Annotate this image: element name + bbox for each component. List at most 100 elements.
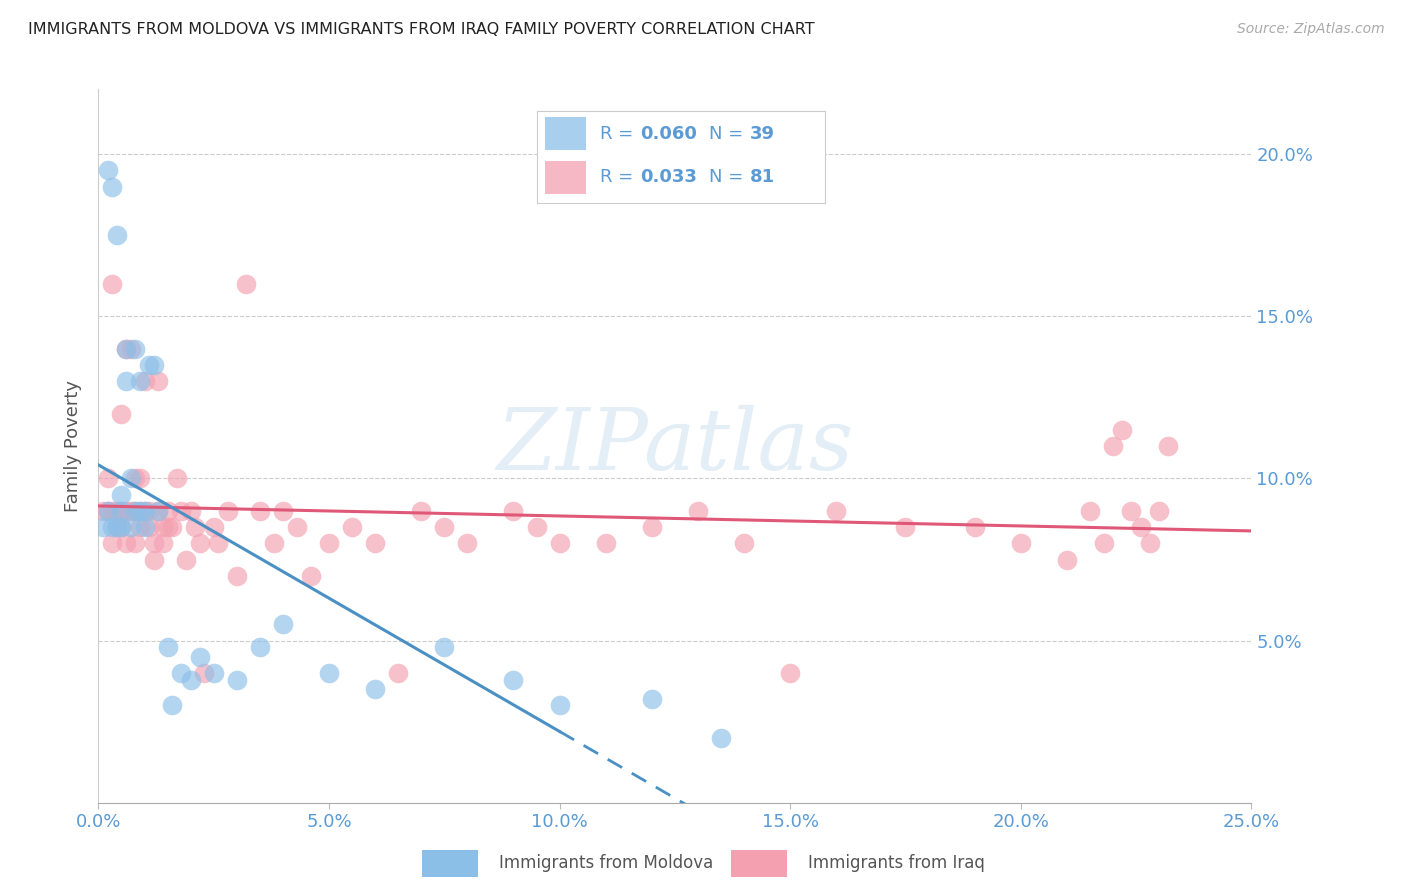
Point	[502, 504, 524, 518]
Point	[825, 504, 848, 518]
Bar	[546, 161, 585, 194]
Point	[134, 520, 156, 534]
Text: 0.060: 0.060	[640, 125, 697, 143]
Point	[641, 692, 664, 706]
Point	[174, 552, 197, 566]
Point	[548, 698, 571, 713]
Point	[124, 536, 146, 550]
Text: 0.033: 0.033	[640, 169, 697, 186]
Point	[152, 520, 174, 534]
Point	[129, 471, 152, 485]
Point	[1056, 552, 1078, 566]
Point	[134, 504, 156, 518]
Point	[110, 504, 132, 518]
Point	[166, 471, 188, 485]
Point	[120, 471, 142, 485]
Point	[1129, 520, 1152, 534]
Point	[595, 536, 617, 550]
Point	[129, 504, 152, 518]
Point	[156, 504, 179, 518]
Point	[156, 520, 179, 534]
Point	[97, 504, 120, 518]
Point	[1010, 536, 1032, 550]
Point	[1121, 504, 1143, 518]
Point	[249, 504, 271, 518]
Point	[129, 374, 152, 388]
Point	[180, 673, 202, 687]
Point	[387, 666, 409, 681]
Point	[710, 731, 733, 745]
Text: R =: R =	[600, 169, 638, 186]
Point	[120, 504, 142, 518]
Point	[115, 342, 138, 356]
Point	[115, 342, 138, 356]
Point	[249, 640, 271, 654]
Text: Source: ZipAtlas.com: Source: ZipAtlas.com	[1237, 22, 1385, 37]
Point	[124, 504, 146, 518]
Point	[318, 536, 340, 550]
Point	[110, 504, 132, 518]
Point	[101, 520, 124, 534]
Point	[148, 504, 170, 518]
Point	[1092, 536, 1115, 550]
Point	[364, 682, 387, 697]
Point	[110, 407, 132, 421]
Point	[124, 504, 146, 518]
Text: 39: 39	[749, 125, 775, 143]
Point	[318, 666, 340, 681]
Point	[170, 504, 193, 518]
Point	[120, 520, 142, 534]
Point	[160, 520, 183, 534]
Point	[1102, 439, 1125, 453]
Point	[115, 374, 138, 388]
Point	[105, 520, 128, 534]
Point	[110, 520, 132, 534]
Point	[1139, 536, 1161, 550]
Point	[686, 504, 709, 518]
Point	[105, 520, 128, 534]
Point	[142, 358, 165, 372]
Text: N =: N =	[710, 125, 749, 143]
Point	[779, 666, 801, 681]
Point	[225, 673, 247, 687]
Text: 81: 81	[749, 169, 775, 186]
Point	[202, 520, 225, 534]
Point	[91, 504, 114, 518]
Point	[263, 536, 285, 550]
Point	[188, 536, 211, 550]
Point	[129, 520, 152, 534]
Point	[299, 568, 322, 582]
Point	[456, 536, 478, 550]
Point	[641, 520, 664, 534]
Point	[124, 342, 146, 356]
Point	[124, 471, 146, 485]
Text: ZIPatlas: ZIPatlas	[496, 405, 853, 487]
Point	[170, 666, 193, 681]
Text: N =: N =	[710, 169, 749, 186]
Point	[271, 617, 294, 632]
Point	[188, 649, 211, 664]
Point	[152, 536, 174, 550]
Point	[207, 536, 229, 550]
Point	[202, 666, 225, 681]
Point	[134, 504, 156, 518]
Point	[142, 536, 165, 550]
Point	[129, 504, 152, 518]
Point	[433, 640, 456, 654]
Point	[184, 520, 207, 534]
Point	[134, 374, 156, 388]
Point	[225, 568, 247, 582]
Point	[120, 342, 142, 356]
Point	[963, 520, 986, 534]
Bar	[546, 117, 585, 151]
Point	[285, 520, 308, 534]
Point	[156, 640, 179, 654]
Point	[235, 277, 257, 291]
Point	[138, 358, 160, 372]
Text: IMMIGRANTS FROM MOLDOVA VS IMMIGRANTS FROM IRAQ FAMILY POVERTY CORRELATION CHART: IMMIGRANTS FROM MOLDOVA VS IMMIGRANTS FR…	[28, 22, 814, 37]
Point	[138, 520, 160, 534]
Point	[105, 228, 128, 243]
Point	[101, 536, 124, 550]
Point	[97, 504, 120, 518]
Point	[502, 673, 524, 687]
